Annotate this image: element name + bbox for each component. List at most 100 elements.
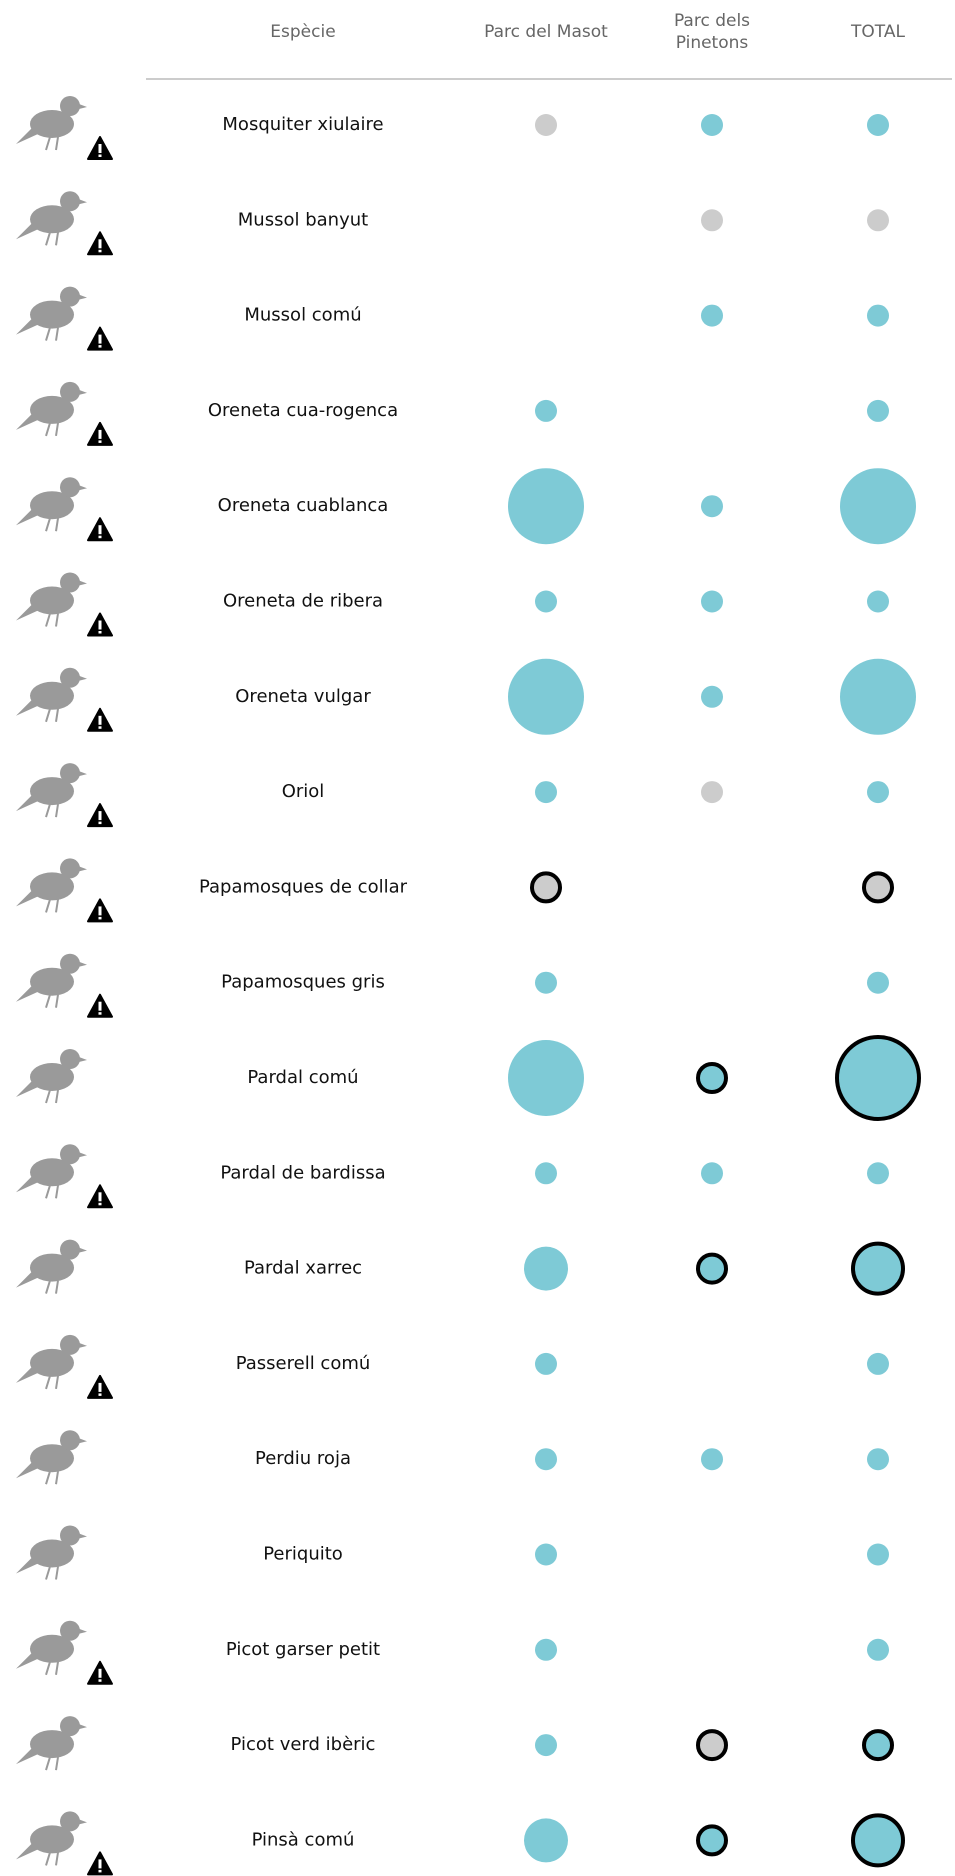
warning-dot (98, 440, 102, 443)
species-name: Oreneta vulgar (235, 686, 371, 707)
species-name: Oreneta de ribera (223, 591, 383, 612)
bird-body (30, 1158, 74, 1187)
bird-head (60, 1716, 80, 1737)
bird-beak (79, 1247, 87, 1253)
species-name: Periquito (263, 1544, 343, 1565)
bird-image (16, 1049, 87, 1104)
warning-bang (98, 334, 102, 344)
bird-legs (45, 422, 59, 437)
bird-head (60, 1239, 80, 1260)
bird-legs (45, 1756, 59, 1771)
bird-beak (79, 675, 87, 681)
presence-dot (867, 1638, 889, 1661)
bird-beak (79, 1438, 87, 1444)
bird-beak (79, 294, 87, 300)
warning-dot (98, 1012, 102, 1015)
presence-dot (701, 304, 723, 327)
column-header: Parc del Masot (484, 22, 608, 42)
warning-bang (98, 429, 102, 439)
warning-dot (98, 1679, 102, 1682)
presence-dot (701, 1448, 723, 1471)
warning-icon (87, 803, 113, 828)
bird-legs (45, 1375, 59, 1390)
bird-image (16, 1144, 87, 1199)
warning-icon (87, 1851, 113, 1876)
presence-dot (867, 1162, 889, 1185)
bird-tail (16, 316, 38, 335)
bird-body (30, 300, 74, 329)
bird-tail (16, 1364, 38, 1383)
bird-body (30, 491, 74, 520)
bird-legs (45, 1280, 59, 1294)
bird-image (16, 572, 87, 627)
presence-dot (867, 590, 889, 613)
bird-tail (16, 1841, 38, 1860)
bird-head (60, 1811, 80, 1832)
bird-tail (16, 602, 38, 621)
presence-dot (867, 209, 889, 232)
presence-dot (530, 871, 562, 904)
bird-head (60, 381, 80, 402)
bird-image (16, 763, 87, 818)
species-name: Mussol comú (244, 305, 361, 326)
presence-dot (524, 1246, 568, 1291)
bird-head (60, 96, 80, 116)
species-name: Mosquiter xiulaire (222, 114, 383, 135)
presence-dot (851, 1241, 905, 1296)
species-name: Picot verd ibèric (231, 1734, 376, 1755)
bird-tail (16, 1650, 38, 1669)
bird-legs (45, 232, 59, 246)
bird-beak (79, 1724, 87, 1730)
bird-legs (45, 327, 59, 341)
bird-head (60, 1525, 80, 1546)
warning-icon (87, 136, 113, 160)
bird-image (16, 1716, 87, 1771)
bird-tail (16, 221, 38, 240)
bird-image (16, 191, 87, 246)
bird-legs (45, 136, 59, 151)
bird-image (16, 858, 87, 913)
bird-beak (79, 1819, 87, 1825)
warning-icon (87, 1184, 113, 1209)
bird-tail (16, 1555, 38, 1574)
presence-dot (867, 1543, 889, 1566)
species-name: Oriol (282, 781, 325, 802)
bird-body (30, 395, 74, 424)
bird-head (60, 191, 80, 212)
bird-beak (79, 961, 87, 967)
presence-dot (840, 658, 916, 735)
warning-icon (87, 421, 113, 446)
bird-head (60, 1430, 80, 1451)
bird-beak (79, 104, 87, 109)
bird-beak (79, 866, 87, 872)
bird-beak (79, 1533, 87, 1539)
presence-dot (867, 114, 889, 136)
warning-dot (98, 154, 102, 157)
bird-legs (45, 517, 59, 532)
presence-dot (862, 1729, 894, 1762)
column-header: TOTAL (850, 22, 905, 42)
bird-head (60, 1144, 80, 1165)
presence-dot (696, 1824, 728, 1857)
bird-legs (45, 708, 59, 723)
warning-bang (98, 1668, 102, 1678)
bird-beak (79, 389, 87, 395)
species-name: Pardal de bardissa (220, 1162, 385, 1183)
bird-tail (16, 1079, 38, 1097)
bird-legs (45, 1470, 59, 1485)
presence-dot (508, 658, 584, 735)
bird-body (30, 1444, 74, 1473)
bird-beak (79, 1628, 87, 1634)
presence-dot (835, 1035, 921, 1121)
species-name: Passerell comú (236, 1353, 371, 1374)
presence-dot (535, 1448, 557, 1471)
presence-dot (701, 209, 723, 232)
bird-legs (45, 1852, 59, 1866)
warning-icon (87, 993, 113, 1018)
bird-tail (16, 1460, 38, 1479)
presence-dot (867, 304, 889, 327)
species-name: Mussol banyut (238, 209, 368, 230)
bird-image (16, 953, 87, 1008)
bird-head (60, 1049, 80, 1069)
